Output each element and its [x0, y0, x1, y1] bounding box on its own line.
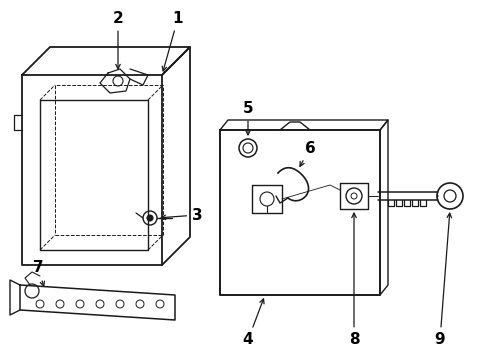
Text: 6: 6 [300, 140, 316, 166]
Text: 4: 4 [243, 299, 264, 347]
Text: 1: 1 [162, 10, 183, 71]
Text: 9: 9 [435, 213, 452, 347]
Circle shape [147, 215, 153, 221]
Text: 3: 3 [161, 207, 203, 222]
Text: 2: 2 [113, 10, 123, 69]
Text: 7: 7 [33, 261, 45, 286]
Text: 5: 5 [243, 100, 253, 135]
Text: 8: 8 [349, 213, 359, 347]
